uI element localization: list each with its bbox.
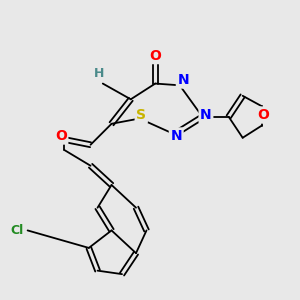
Text: S: S: [136, 108, 146, 122]
Text: N: N: [170, 129, 182, 143]
Text: H: H: [94, 67, 104, 80]
Text: O: O: [55, 129, 67, 143]
Text: N: N: [200, 108, 212, 122]
Text: O: O: [258, 108, 270, 122]
Text: O: O: [149, 49, 161, 63]
Text: N: N: [177, 73, 189, 87]
Text: Cl: Cl: [11, 224, 24, 237]
